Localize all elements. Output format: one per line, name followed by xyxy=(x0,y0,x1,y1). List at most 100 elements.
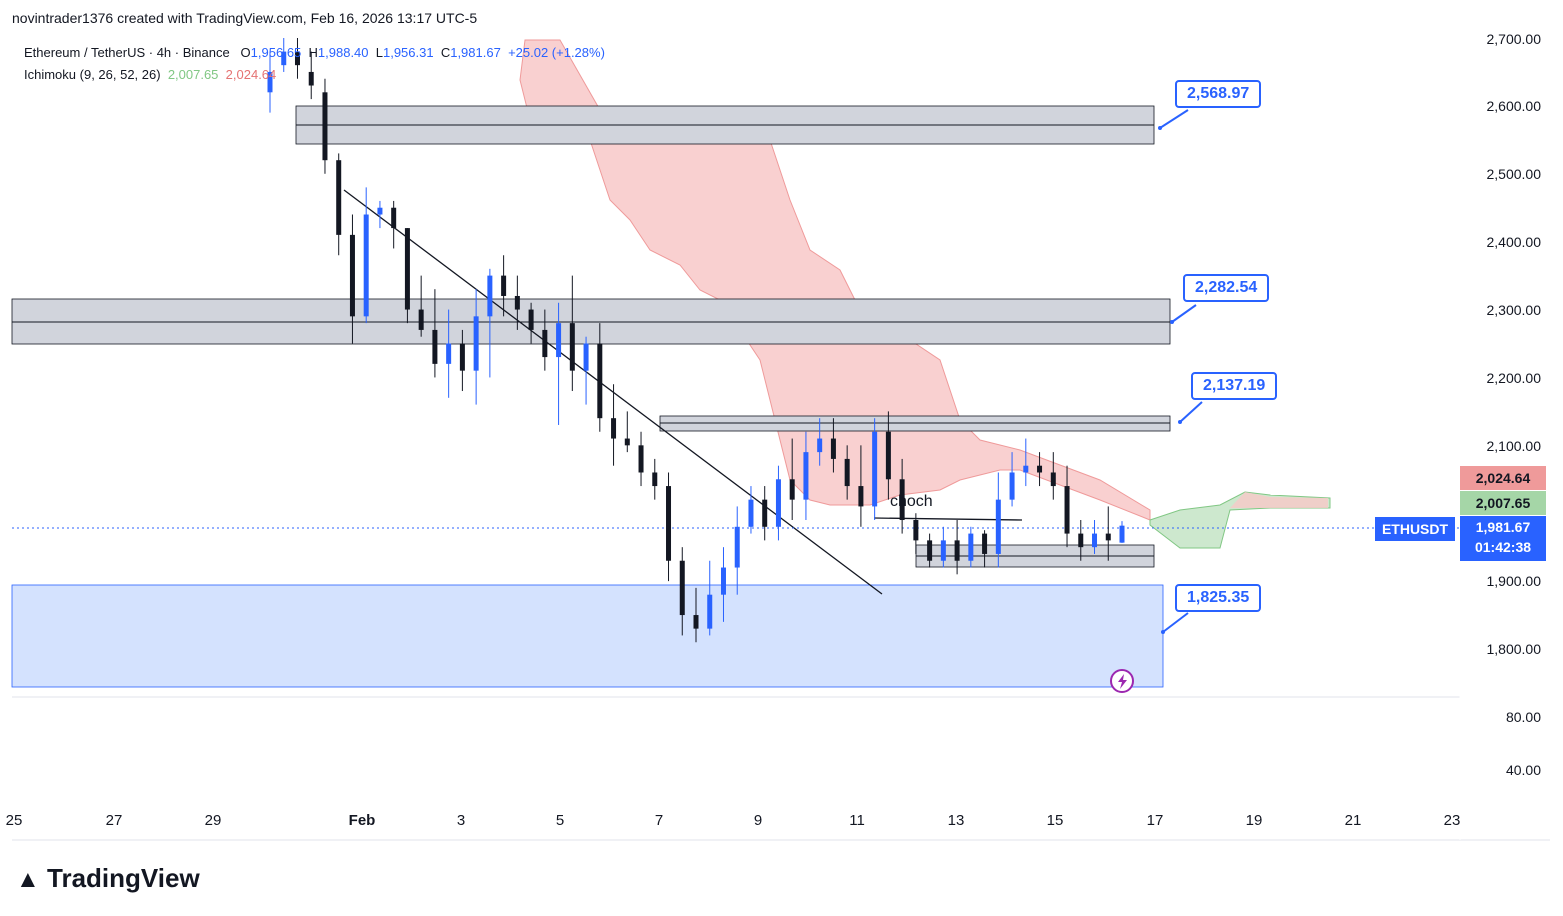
callout-leader-2137 xyxy=(1179,401,1203,423)
candle-body[interactable] xyxy=(1037,465,1043,473)
price-tick: 2,500.00 xyxy=(1486,166,1542,182)
time-tick: 15 xyxy=(1046,812,1064,829)
candle-body[interactable] xyxy=(885,431,891,480)
candle-body[interactable] xyxy=(281,51,287,66)
candle-body[interactable] xyxy=(817,438,823,453)
candle-body[interactable] xyxy=(775,479,781,527)
candle-body[interactable] xyxy=(363,214,369,317)
candle-body[interactable] xyxy=(267,71,273,93)
time-tick: 5 xyxy=(555,812,565,829)
symbol-name[interactable]: Ethereum / TetherUS · 4h · Binance xyxy=(24,45,230,60)
level-callout-2282[interactable]: 2,282.54 xyxy=(1183,274,1270,302)
candle-body[interactable] xyxy=(514,295,520,310)
time-tick: 11 xyxy=(849,812,865,829)
candle-body[interactable] xyxy=(322,92,328,161)
candle-body[interactable] xyxy=(294,51,300,66)
price-tick: 2,400.00 xyxy=(1486,234,1542,250)
indicator-name[interactable]: Ichimoku (9, 26, 52, 26) xyxy=(24,67,161,82)
level-callout-1825[interactable]: 1,825.35 xyxy=(1175,584,1262,612)
time-tick: 3 xyxy=(456,812,466,829)
callout-leader-2282 xyxy=(1171,304,1197,323)
symbol-badge[interactable]: ETHUSDT xyxy=(1375,517,1455,541)
candle-body[interactable] xyxy=(638,445,644,473)
candle-body[interactable] xyxy=(1119,525,1125,543)
candle-body[interactable] xyxy=(597,343,603,419)
time-tick: 13 xyxy=(947,812,965,829)
candle-body[interactable] xyxy=(995,499,1001,554)
high-value: 1,988.40 xyxy=(317,45,369,60)
candle-body[interactable] xyxy=(404,228,410,310)
candle-body[interactable] xyxy=(418,309,424,330)
candle-body[interactable] xyxy=(927,540,933,561)
candle-body[interactable] xyxy=(1064,486,1070,534)
tradingview-logo[interactable]: ▲ TradingView xyxy=(16,863,200,894)
candle-body[interactable] xyxy=(501,275,507,296)
candle-body[interactable] xyxy=(611,418,617,439)
candle-body[interactable] xyxy=(432,329,438,364)
candle-body[interactable] xyxy=(391,207,397,229)
candle-body[interactable] xyxy=(528,309,534,330)
low-value: 1,956.31 xyxy=(382,45,434,60)
candle-body[interactable] xyxy=(734,526,740,568)
countdown-value: 01:42:38 xyxy=(1474,539,1532,555)
candle-body[interactable] xyxy=(1050,472,1056,487)
candle-body[interactable] xyxy=(940,540,946,561)
last-price-value: 1,981.67 xyxy=(1475,519,1531,535)
candle-body[interactable] xyxy=(720,567,726,595)
candle-body[interactable] xyxy=(1009,472,1015,500)
candle-body[interactable] xyxy=(762,499,768,527)
candle-body[interactable] xyxy=(679,560,685,616)
tradingview-logo-icon: ▲ xyxy=(16,866,40,893)
candle-body[interactable] xyxy=(336,160,342,235)
candle-body[interactable] xyxy=(624,438,630,446)
level-callout-2568[interactable]: 2,568.97 xyxy=(1175,80,1262,108)
candle-body[interactable] xyxy=(968,533,974,561)
candle-body[interactable] xyxy=(830,438,836,459)
time-tick: 19 xyxy=(1245,812,1263,829)
candle-body[interactable] xyxy=(844,458,850,487)
candle-body[interactable] xyxy=(693,615,699,629)
candle-body[interactable] xyxy=(899,479,905,521)
candle-body[interactable] xyxy=(308,71,314,86)
candle-body[interactable] xyxy=(707,594,713,629)
candle-body[interactable] xyxy=(748,499,754,527)
candle-body[interactable] xyxy=(789,479,795,500)
time-tick: 17 xyxy=(1146,812,1164,829)
candle-body[interactable] xyxy=(542,329,548,358)
level-callout-2137[interactable]: 2,137.19 xyxy=(1191,372,1278,400)
candle-body[interactable] xyxy=(858,486,864,507)
open-value: 1,956.65 xyxy=(250,45,302,60)
candle-body[interactable] xyxy=(666,486,672,561)
candle-body[interactable] xyxy=(982,533,988,554)
candle-body[interactable] xyxy=(803,452,809,500)
candle-body[interactable] xyxy=(349,234,355,317)
high-label: H xyxy=(308,45,318,60)
open-label: O xyxy=(240,45,251,60)
candle-body[interactable] xyxy=(473,316,479,371)
candle-body[interactable] xyxy=(377,207,383,215)
indicator-value-1: 2,007.65 xyxy=(167,67,219,82)
candle-body[interactable] xyxy=(1023,465,1029,473)
candle-body[interactable] xyxy=(913,520,919,541)
candle-body[interactable] xyxy=(446,343,452,364)
volume-tick: 80.00 xyxy=(1505,709,1541,725)
ichimoku-cloud-future-red xyxy=(1230,492,1328,508)
change-value: +25.02 (+1.28%) xyxy=(508,45,605,60)
candle-body[interactable] xyxy=(652,472,658,487)
candle-body[interactable] xyxy=(1078,533,1084,548)
candle-body[interactable] xyxy=(487,275,493,317)
candle-body[interactable] xyxy=(954,540,960,561)
ichimoku-bottom-badge: 2,007.65 xyxy=(1460,491,1546,515)
ichimoku-cloud-bearish xyxy=(519,39,1151,521)
price-tick: 2,300.00 xyxy=(1486,302,1542,318)
candle-body[interactable] xyxy=(1105,533,1111,541)
candle-body[interactable] xyxy=(1092,533,1098,548)
candle-body[interactable] xyxy=(583,343,589,371)
price-tick: 2,200.00 xyxy=(1486,370,1542,386)
candle-body[interactable] xyxy=(556,323,562,358)
candle-body[interactable] xyxy=(569,323,575,371)
candle-body[interactable] xyxy=(459,343,465,371)
ichimoku-top-badge: 2,024.64 xyxy=(1460,466,1546,490)
candle-body[interactable] xyxy=(872,431,878,507)
